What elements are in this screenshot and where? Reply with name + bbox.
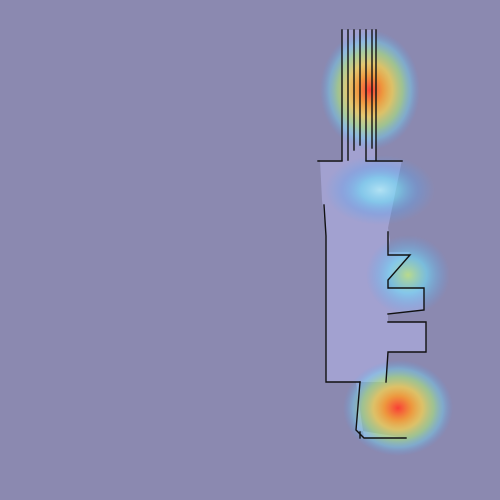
bottom-hotspot: [343, 360, 453, 456]
neck-hotspot: [325, 155, 435, 225]
right-notch-hotspot: [366, 235, 450, 315]
upper-corridor-hotspot: [320, 30, 420, 150]
map-walls: [317, 29, 427, 439]
